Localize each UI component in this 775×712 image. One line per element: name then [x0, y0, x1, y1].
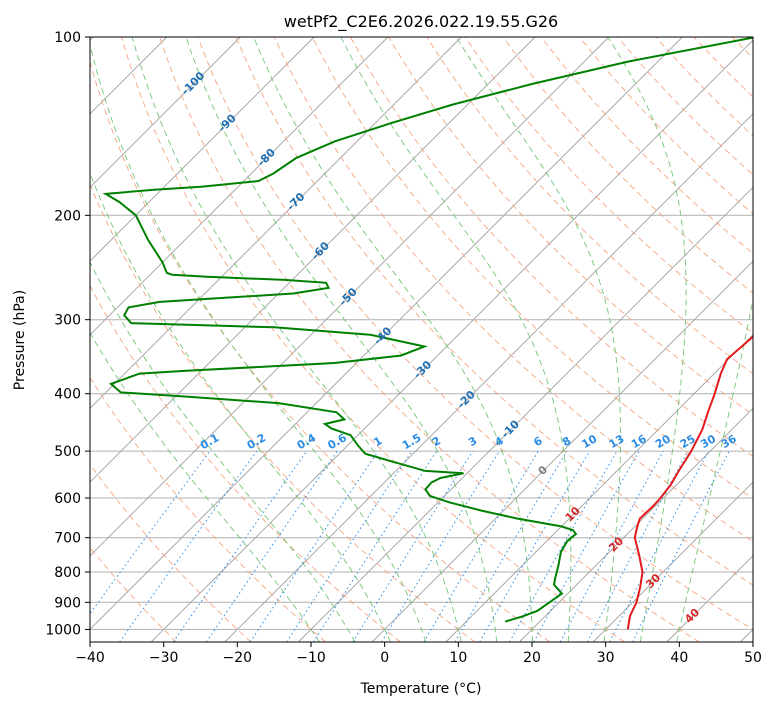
x-tick-label: −40	[75, 650, 105, 666]
y-axis-label: Pressure (hPa)	[12, 290, 28, 390]
moist-adiabat	[677, 37, 774, 642]
mixing-ratio-label: 0.2	[245, 431, 268, 452]
isotherm-label: -30	[411, 358, 434, 381]
mixing-ratio-label: 8	[560, 434, 573, 449]
x-tick-label: −30	[149, 650, 179, 666]
x-axis-label: Temperature (°C)	[360, 681, 482, 697]
isotherm-label: -10	[499, 417, 522, 440]
chart-title: wetPf2_C2E6.2026.022.19.55.G26	[284, 12, 558, 32]
y-tick-label: 400	[54, 387, 81, 403]
y-tick-label: 100	[54, 30, 81, 46]
dry-adiabat	[0, 37, 326, 642]
x-tick-label: 0	[380, 650, 389, 666]
dry-adiabat	[0, 37, 251, 642]
x-tick-label: 30	[597, 650, 615, 666]
dry-adiabat	[465, 37, 775, 642]
dry-adiabat	[389, 37, 775, 642]
dry-adiabat	[770, 37, 775, 642]
dry-adiabat	[694, 37, 775, 642]
y-tick-label: 200	[54, 208, 81, 224]
x-tick-label: 50	[744, 650, 762, 666]
warm-isotherm-label: 0	[536, 463, 551, 478]
isotherm-line	[225, 37, 775, 642]
warm-isotherm-label: 40	[682, 606, 702, 626]
moist-adiabat	[456, 37, 620, 642]
moist-adiabat	[0, 37, 320, 642]
isotherm-line	[0, 37, 535, 642]
y-tick-label: 900	[54, 595, 81, 611]
y-tick-label: 500	[54, 444, 81, 460]
isotherm-line	[0, 37, 388, 642]
dry-adiabat	[580, 37, 775, 642]
mixing-ratio-line	[250, 451, 378, 642]
x-tick-label: −20	[223, 650, 253, 666]
mixing-ratio-label: 30	[698, 432, 718, 451]
mixing-ratio-line	[206, 451, 337, 642]
dry-adiabat	[618, 37, 775, 642]
isotherm-label: -90	[216, 111, 239, 134]
dry-adiabat	[541, 37, 775, 642]
dry-adiabat	[45, 37, 475, 642]
mixing-ratio-label: 2	[430, 434, 443, 449]
plot-frame	[90, 37, 753, 642]
mixing-ratio-label: 20	[653, 432, 673, 451]
mixing-ratio-label: 10	[579, 432, 599, 451]
y-tick-label: 700	[54, 531, 81, 547]
warm-isotherm-label: 30	[643, 571, 663, 591]
mixing-ratio-line	[382, 451, 500, 642]
isotherm-label: -50	[337, 285, 360, 308]
isotherm-line	[4, 37, 609, 642]
dry-adiabat	[351, 37, 775, 642]
moist-adiabat	[20, 37, 355, 642]
mixing-ratio-label: 1	[371, 434, 384, 449]
mixing-ratio-line	[633, 451, 730, 642]
isotherm-label: -100	[179, 69, 208, 98]
y-tick-label: 600	[54, 491, 81, 507]
mixing-ratio-label: 16	[629, 432, 649, 451]
isotherm-line	[151, 37, 756, 642]
isotherm-line	[667, 37, 775, 642]
mixing-ratio-line	[120, 451, 257, 642]
isotherm-line	[740, 37, 775, 642]
mixing-ratio-label: 6	[531, 434, 544, 449]
isotherm-label: -80	[255, 146, 278, 169]
mixing-ratio-label: 0.1	[198, 431, 221, 452]
dry-adiabat	[236, 37, 775, 642]
mixing-ratio-line	[353, 451, 473, 642]
x-tick-label: −10	[296, 650, 326, 666]
dry-adiabat	[7, 37, 400, 642]
warm-isotherm-label: 10	[563, 504, 583, 524]
y-tick-label: 800	[54, 565, 81, 581]
mixing-ratio-line	[314, 451, 437, 642]
mixing-ratio-label: 0.4	[295, 431, 319, 452]
mixing-ratio-line	[287, 451, 412, 642]
y-tick-label: 300	[54, 313, 81, 329]
mixing-ratio-label: 1.5	[400, 431, 423, 452]
dry-adiabat	[198, 37, 774, 642]
x-tick-label: 20	[523, 650, 541, 666]
mixing-ratio-label: 13	[607, 432, 627, 451]
mixing-ratio-label: 36	[719, 432, 739, 451]
isotherm-label: -70	[284, 190, 307, 213]
mixing-ratio-label: 3	[466, 434, 479, 449]
x-tick-label: 40	[670, 650, 688, 666]
y-tick-label: 1000	[45, 622, 81, 638]
isotherm-line	[0, 37, 314, 642]
dry-adiabat	[656, 37, 775, 642]
isotherm-line	[519, 37, 775, 642]
x-tick-label: 10	[449, 650, 467, 666]
isotherm-label: -60	[309, 239, 332, 262]
